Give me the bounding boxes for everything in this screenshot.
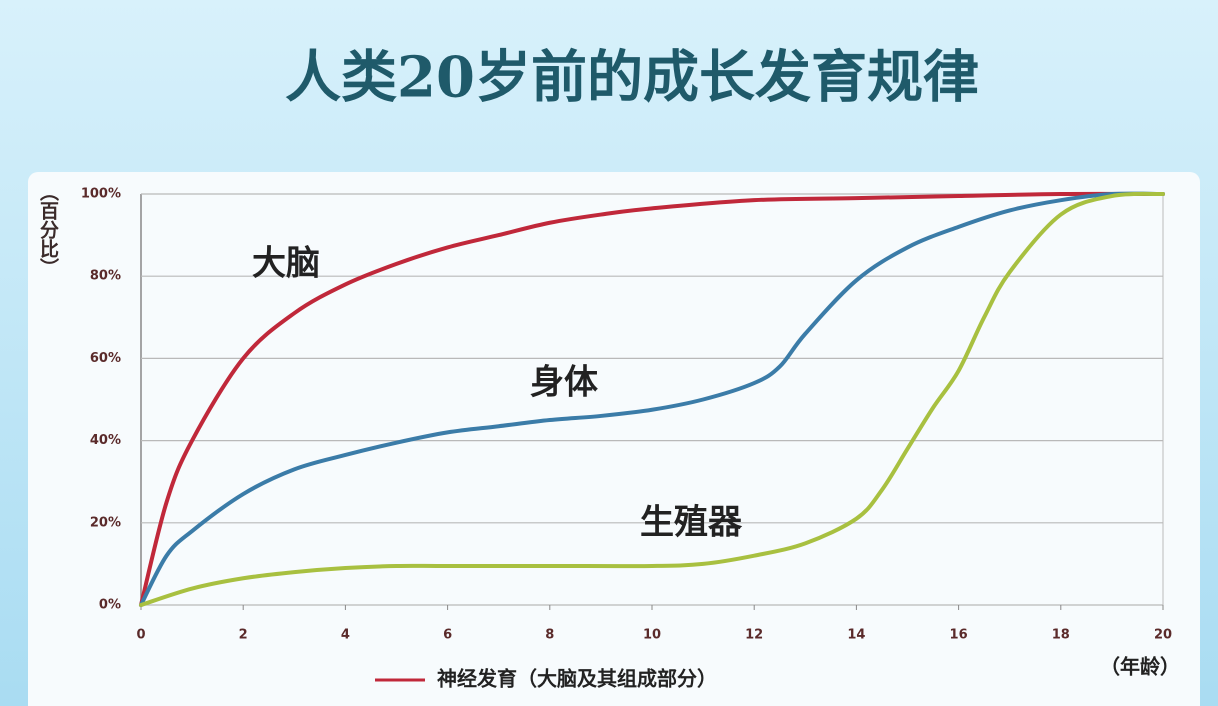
x-tick-label: 2 bbox=[239, 628, 248, 643]
x-axis-label: （年龄） bbox=[1100, 655, 1180, 679]
x-tick-label: 14 bbox=[847, 628, 865, 643]
series-line bbox=[139, 191, 1165, 607]
x-tick-label: 8 bbox=[545, 628, 554, 643]
x-tick-label: 4 bbox=[341, 628, 350, 643]
y-tick-label: 100% bbox=[81, 187, 121, 202]
series-label: 生殖器 bbox=[640, 503, 743, 543]
x-tick-label: 18 bbox=[1052, 628, 1070, 643]
x-tick-label: 12 bbox=[745, 628, 763, 643]
x-tick-label: 6 bbox=[443, 628, 452, 643]
y-tick-label: 80% bbox=[90, 269, 121, 284]
x-tick-label: 20 bbox=[1154, 628, 1172, 643]
x-tick-label: 0 bbox=[136, 628, 145, 643]
y-axis-label: （百分比） bbox=[37, 182, 59, 277]
chart-panel bbox=[28, 172, 1200, 706]
y-tick-label: 20% bbox=[90, 515, 121, 530]
x-tick-label: 16 bbox=[950, 628, 968, 643]
x-tick-label: 10 bbox=[643, 628, 661, 643]
legend-text: 神经发育（大脑及其组成部分） bbox=[437, 667, 717, 691]
y-tick-label: 40% bbox=[90, 433, 121, 448]
y-tick-label: 0% bbox=[99, 598, 121, 613]
y-tick-label: 60% bbox=[90, 351, 121, 366]
series-line bbox=[139, 191, 1165, 607]
chart-title: 人类20岁前的成长发育规律 bbox=[285, 45, 979, 111]
series-line bbox=[139, 191, 1165, 607]
series-label: 大脑 bbox=[252, 244, 320, 284]
series-label: 身体 bbox=[530, 363, 598, 403]
